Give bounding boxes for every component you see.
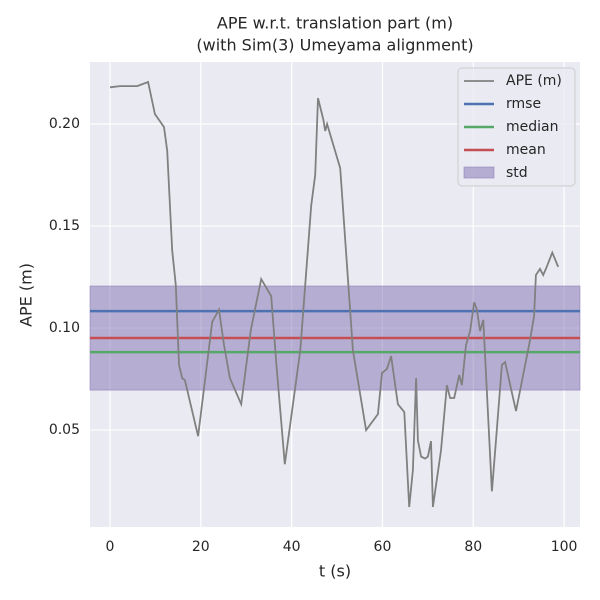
- y-axis-label: APE (m): [17, 263, 36, 327]
- x-tick-label: 40: [283, 539, 301, 555]
- x-tick-label: 100: [551, 539, 578, 555]
- y-tick-label: 0.05: [49, 422, 80, 438]
- x-axis-label: t (s): [319, 562, 351, 581]
- legend-label: mean: [506, 142, 546, 158]
- chart-title: APE w.r.t. translation part (m): [217, 14, 453, 33]
- legend-swatch: [463, 166, 495, 179]
- x-tick-label: 20: [192, 539, 210, 555]
- legend-label: APE (m): [506, 73, 562, 89]
- ape-line: [109, 80, 560, 508]
- chart-subtitle: (with Sim(3) Umeyama alignment): [196, 36, 473, 55]
- y-tick-label: 0.15: [49, 218, 80, 234]
- legend-label: std: [506, 165, 528, 181]
- x-tick-label: 60: [374, 539, 392, 555]
- x-tick-label: 80: [464, 539, 482, 555]
- legend-box: [457, 67, 576, 187]
- y-tick-label: 0.20: [49, 116, 80, 132]
- legend-label: rmse: [506, 96, 541, 112]
- legend-label: median: [506, 119, 558, 135]
- y-tick-label: 0.10: [49, 320, 80, 336]
- x-tick-label: 0: [106, 539, 115, 555]
